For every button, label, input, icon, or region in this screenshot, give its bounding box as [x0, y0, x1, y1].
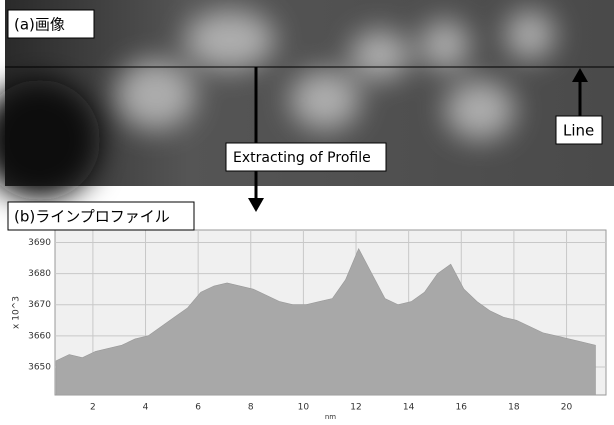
page: {"image": {"label": "(a)画像", "line_label… — [0, 0, 614, 421]
arrow-label: Extracting of Profile — [233, 150, 371, 166]
y-tick-label: 3650 — [28, 362, 51, 372]
x-tick-label: 2 — [90, 403, 96, 413]
image-label: (a)画像 — [14, 16, 65, 34]
y-axis-label: x 10^3 — [12, 296, 22, 329]
y-tick-label: 3690 — [28, 238, 51, 248]
x-tick-label: 16 — [456, 403, 468, 413]
profile-chart: 3650 3660 3670 3680 3690 2 4 6 8 10 12 14 16 18 20 x 10… — [12, 230, 607, 421]
arrowhead — [248, 198, 264, 212]
y-tick-label: 3660 — [28, 331, 51, 341]
chart-label: (b)ラインプロファイル — [14, 208, 170, 226]
x-tick-label: 18 — [508, 403, 520, 413]
x-tick-label: 14 — [403, 403, 415, 413]
x-tick-label: 6 — [195, 403, 201, 413]
y-tick-label: 3680 — [28, 269, 51, 279]
x-tick-label: 20 — [561, 403, 573, 413]
x-tick-label: 12 — [350, 403, 361, 413]
x-tick-label: 10 — [298, 403, 310, 413]
x-tick-label: 8 — [248, 403, 254, 413]
y-tick-label: 3670 — [28, 300, 51, 310]
x-tick-label: 4 — [143, 403, 149, 413]
line-label: Line — [563, 122, 594, 140]
x-axis-label: nm — [325, 413, 336, 421]
figure: (a)画像 Line Extracting of Profile 3650 366… — [0, 0, 614, 421]
